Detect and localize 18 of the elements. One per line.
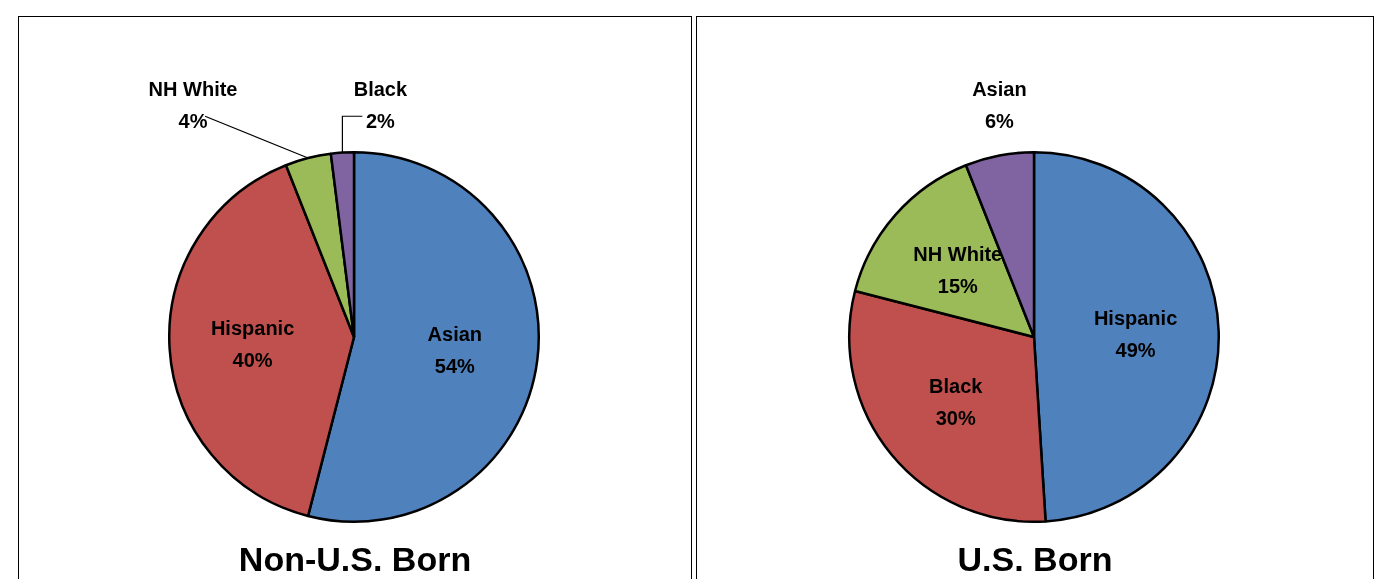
data-label: 40%	[232, 348, 273, 371]
slice-label: Black	[353, 77, 408, 100]
data-label: 4%	[178, 109, 208, 132]
data-label: 30%	[935, 407, 976, 430]
slice-label: Asian	[427, 323, 483, 346]
slice-label: Hispanic	[1093, 307, 1178, 330]
slice-label: Hispanic	[210, 316, 295, 339]
data-label: 15%	[937, 275, 979, 298]
slice-label: NH White	[913, 243, 1003, 266]
slice-label: Asian	[972, 77, 1027, 100]
data-label: 6%	[984, 109, 1015, 132]
text: Non-U.S. Born	[237, 539, 473, 579]
data-label: 2%	[365, 109, 396, 132]
data-label: 49%	[1115, 339, 1156, 362]
slice-label: Black	[929, 375, 984, 398]
data-label: 54%	[434, 355, 476, 378]
text: U.S. Born	[956, 539, 1114, 579]
slice-label: NH White	[148, 77, 238, 100]
